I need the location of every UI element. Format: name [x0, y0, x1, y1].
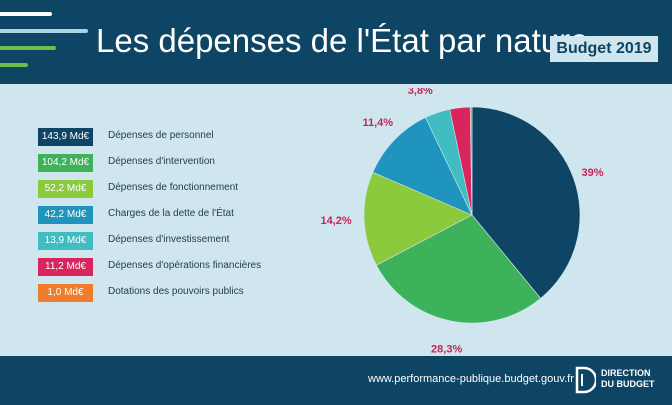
- page-title: Les dépenses de l'État par nature: [96, 22, 589, 59]
- brand-line-1: DIRECTION: [601, 368, 651, 378]
- legend-value: 104,2 Md€: [38, 154, 93, 172]
- pie-slice-fonctionnement: [363, 171, 473, 266]
- legend-label: Dépenses de fonctionnement: [108, 182, 239, 193]
- legend-item-intervention: 104,2 Md€ Dépenses d'intervention: [38, 154, 298, 174]
- pie-chart: 39%28,3%14,2%11,4%3,8%3,0%0,3%: [300, 66, 640, 360]
- pie-svg: 39%28,3%14,2%11,4%3,8%3,0%0,3%: [320, 66, 603, 355]
- legend-label: Dépenses d'investissement: [108, 234, 230, 245]
- pie-label-personnel: 39%: [581, 167, 603, 179]
- footer-banner: www.performance-publique.budget.gouv.fr …: [0, 356, 672, 405]
- legend-item-fonctionnement: 52,2 Md€ Dépenses de fonctionnement: [38, 180, 298, 200]
- pie-slice-intervention: [375, 214, 542, 324]
- legend-value: 13,9 Md€: [38, 232, 93, 250]
- direction-budget-logo-icon: [575, 366, 596, 394]
- legend-label: Dépenses d'opérations financières: [108, 260, 262, 271]
- pie-label-fonctionnement: 14,2%: [320, 215, 351, 227]
- legend-value: 1,0 Md€: [38, 284, 93, 302]
- pie-label-investissement: 3,8%: [408, 88, 433, 97]
- legend-label: Dépenses d'intervention: [108, 156, 215, 167]
- legend-item-operations-financieres: 11,2 Md€ Dépenses d'opérations financière…: [38, 258, 298, 278]
- brand-line-2: DU BUDGET: [601, 379, 655, 389]
- legend-value: 52,2 Md€: [38, 180, 93, 198]
- website-url[interactable]: www.performance-publique.budget.gouv.fr: [368, 373, 574, 385]
- legend-item-dette: 42,2 Md€ Charges de la dette de l'État: [38, 206, 298, 226]
- pie-slice-pouvoirs-publics: [469, 106, 473, 216]
- legend-value: 42,2 Md€: [38, 206, 93, 224]
- legend-value: 11,2 Md€: [38, 258, 93, 276]
- legend-item-investissement: 13,9 Md€ Dépenses d'investissement: [38, 232, 298, 252]
- decor-line-1: [0, 12, 52, 16]
- decor-line-3: [0, 46, 56, 50]
- header-banner: Les dépenses de l'État par nature Budget…: [0, 0, 672, 84]
- legend-label: Dépenses de personnel: [108, 130, 214, 141]
- legend-value: 143,9 Md€: [38, 128, 93, 146]
- brand-name: DIRECTION DU BUDGET: [601, 368, 661, 390]
- pie-label-dette: 11,4%: [362, 117, 393, 129]
- legend-item-personnel: 143,9 Md€ Dépenses de personnel: [38, 128, 298, 148]
- decor-line-2: [0, 29, 88, 33]
- legend-label: Charges de la dette de l'État: [108, 208, 234, 219]
- legend-item-pouvoirs-publics: 1,0 Md€ Dotations des pouvoirs publics: [38, 284, 298, 304]
- legend-label: Dotations des pouvoirs publics: [108, 286, 244, 297]
- pie-slice-personnel: [471, 106, 581, 299]
- pie-slice-dette: [372, 117, 473, 216]
- decor-line-4: [0, 63, 28, 67]
- budget-badge: Budget 2019: [550, 36, 658, 62]
- pie-label-intervention: 28,3%: [431, 343, 462, 355]
